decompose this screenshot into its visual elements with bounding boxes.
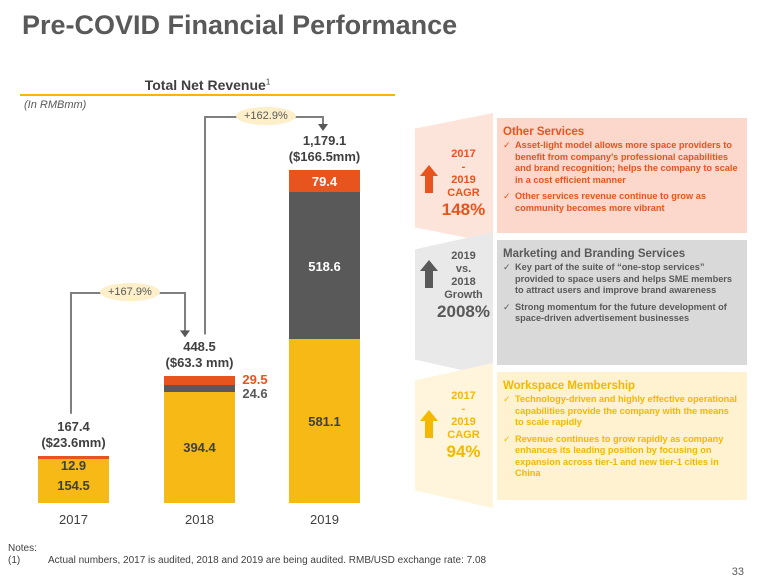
growth-badge: +162.9% [236, 107, 296, 125]
segment-bullet: Strong momentum for the future developme… [503, 302, 739, 325]
segment-title: Other Services [503, 126, 585, 138]
bar-segment-workspace-membership-2017 [38, 459, 109, 503]
bar-segment-marketing-and-branding-services-2018 [164, 384, 235, 392]
segment-description: Workspace Membership Technology-driven an… [497, 372, 747, 489]
bar-segment-marketing-and-branding-services-2019 [289, 192, 360, 339]
metric-value: 148% [441, 200, 486, 219]
page-title: Pre-COVID Financial Performance [22, 10, 458, 40]
segment-bullet: Other services revenue continue to grow … [503, 191, 739, 214]
metric-caption: Growth [444, 289, 483, 301]
x-axis-label: 2019 [310, 512, 339, 527]
metric-caption: 2017 [451, 390, 476, 402]
metric-caption: - [461, 161, 466, 173]
bar-segment-other-services-2017 [38, 455, 109, 460]
metric-caption: 2019 [451, 174, 476, 186]
total-rmb: 167.4 [57, 418, 90, 434]
x-axis-label: 2018 [185, 512, 214, 527]
data-label: 12.9 [60, 457, 87, 473]
segment-title: Workspace Membership [503, 380, 636, 392]
data-label: 24.6 [242, 385, 268, 401]
title-rule [20, 94, 395, 96]
metric-caption: CAGR [447, 429, 480, 441]
segment-bullet: Asset-light model allows more space prov… [503, 140, 739, 186]
up-arrow-icon [420, 410, 438, 438]
bar-total-label: 1,179.1 ($166.5mm) [265, 133, 385, 165]
page-number: 33 [731, 566, 744, 578]
segment-bullet: Technology-driven and highly effective o… [503, 394, 739, 429]
arrow-head-icon [318, 124, 328, 131]
bar-segment-other-services-2018 [164, 376, 235, 385]
metric-caption: - [461, 403, 466, 415]
metric-caption: CAGR [447, 187, 480, 199]
metric-caption: vs. [455, 263, 472, 275]
data-label: 394.4 [183, 440, 216, 456]
segment-bullet: Key part of the suite of “one-stop servi… [503, 262, 739, 297]
bar-segment-workspace-membership-2018 [164, 391, 235, 503]
up-arrow-icon [420, 165, 438, 193]
metric-caption: 2019 [451, 416, 476, 428]
segment-metric: 2019 vs. 2018 Growth 2008% [415, 250, 490, 322]
segment-metric: 2017-2019 CAGR 94% [415, 390, 490, 462]
data-label: 518.6 [308, 258, 341, 274]
segment-metric: 2017-2019 CAGR 148% [415, 148, 490, 220]
unit-label: (In RMBmm) [24, 99, 87, 111]
bar-segment-workspace-membership-2019 [289, 338, 360, 503]
growth-badge: +167.9% [100, 283, 160, 301]
total-rmb: 1,179.1 [302, 133, 347, 148]
note-text: Actual numbers, 2017 is audited, 2018 an… [48, 555, 487, 566]
metric-value: 94% [446, 442, 481, 461]
notes-heading: Notes: [8, 543, 37, 554]
segment-band-marketing [415, 232, 493, 377]
segment-title: Marketing and Branding Services [503, 248, 686, 260]
segment-description: Marketing and Branding Services Key part … [497, 240, 747, 334]
up-arrow-icon [420, 260, 438, 288]
metric-value: 2008% [437, 302, 490, 321]
data-label: 581.1 [308, 413, 341, 429]
revenue-chart: 12.9 154.5 167.4 ($23.6mm) 2017 29.5 24.6 394.4… [0, 0, 400, 540]
segment-bullet: Revenue continues to grow rapidly as com… [503, 434, 739, 480]
bar-total-label: 448.5 ($63.3 mm) [140, 339, 260, 371]
metric-caption: 2017 [451, 148, 476, 160]
footnote-marker: 1 [265, 77, 271, 87]
bar-segment-other-services-2019 [289, 170, 360, 193]
bar-total-label: 167.4 ($23.6mm) [14, 419, 134, 451]
arrow-head-icon [180, 330, 190, 338]
notes: Notes: (1) Actual numbers, 2017 is audite… [8, 543, 486, 567]
segment-description: Other Services Asset-light model allows m… [497, 118, 747, 223]
total-rmb: 448.5 [183, 339, 216, 355]
note-number: (1) [8, 555, 21, 566]
metric-caption: 2018 [451, 276, 476, 288]
chart-title: Total Net Revenue1 [20, 77, 395, 93]
x-axis-label: 2017 [59, 512, 88, 527]
data-label: 154.5 [57, 478, 90, 494]
data-label: 29.5 [242, 371, 268, 387]
total-usd: ($166.5mm) [288, 149, 361, 164]
total-usd: ($63.3 mm) [165, 355, 234, 371]
data-label: 79.4 [311, 174, 338, 190]
chart-title-text: Total Net Revenue [144, 77, 266, 93]
total-usd: ($23.6mm) [41, 434, 106, 450]
metric-caption: 2019 [451, 250, 476, 262]
